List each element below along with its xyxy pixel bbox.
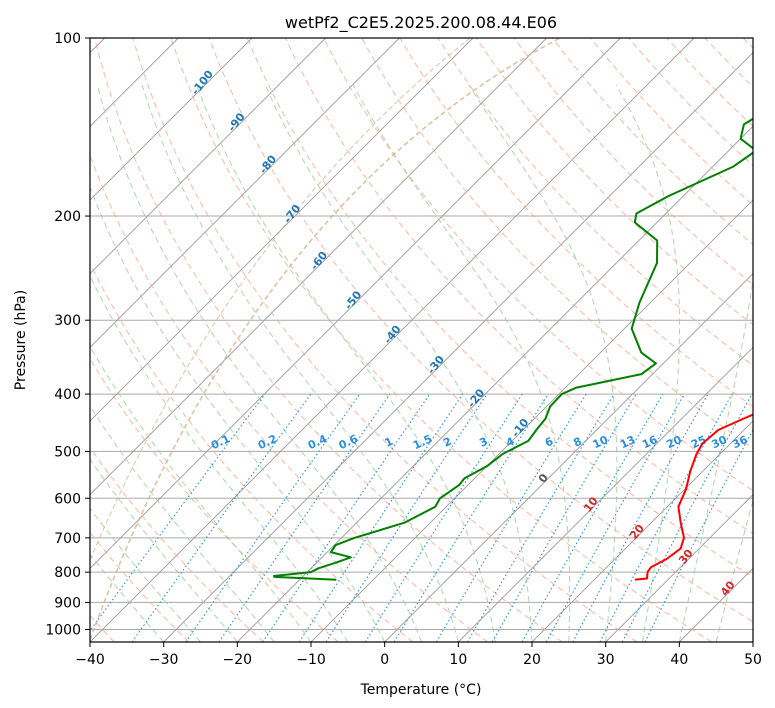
mixing-ratio-line <box>262 393 431 642</box>
x-tick-label: −40 <box>75 652 105 668</box>
isotherm-line <box>163 52 753 642</box>
y-tick-label: 200 <box>54 209 81 225</box>
dry-adiabat-line <box>208 38 753 623</box>
isotherm-line <box>90 38 253 201</box>
moist-adiabat-line <box>90 458 238 642</box>
plot-background <box>90 38 753 642</box>
y-tick-label: 400 <box>54 387 81 403</box>
moist-adiabat-line <box>752 640 753 642</box>
x-tick-label: 30 <box>597 652 615 668</box>
x-tick-label: 20 <box>523 652 541 668</box>
mixing-ratio-line <box>131 393 312 642</box>
x-tick-label: −20 <box>223 652 253 668</box>
y-tick-label: 600 <box>54 491 81 507</box>
dry-adiabat-line <box>513 38 753 286</box>
y-tick-label: 700 <box>54 531 81 547</box>
y-tick-label: 100 <box>54 31 81 47</box>
isotherm-line <box>752 641 753 642</box>
isotherm-line <box>605 494 753 642</box>
data-series <box>272 117 753 581</box>
isotherm-line <box>90 38 400 348</box>
background-arc <box>90 38 471 561</box>
x-tick-label: 0 <box>380 652 389 668</box>
dry-adiabat-line <box>90 446 264 642</box>
mixing-ratio-line <box>393 393 549 642</box>
moist-adiabat-line <box>615 84 680 642</box>
isotherm-line <box>458 346 753 642</box>
moist-adiabat-line <box>352 84 571 642</box>
y-tick-label: 800 <box>54 565 81 581</box>
moist-adiabat-line <box>264 84 533 642</box>
plot-frame <box>89 37 754 643</box>
x-tick-label: 50 <box>744 652 762 668</box>
dry-adiabat-line <box>132 38 638 642</box>
dry-adiabat-line <box>475 38 753 326</box>
dewpoint-series <box>272 117 753 581</box>
y-tick-label: 500 <box>54 444 81 460</box>
mixing-ratio-label: 30 <box>710 433 730 451</box>
isotherm-line <box>90 38 474 422</box>
y-tick-label: 900 <box>54 595 81 611</box>
isotherm-line <box>90 38 326 275</box>
dry-adiabat-line <box>170 38 712 642</box>
mixing-ratio-label: 10 <box>591 433 611 451</box>
moist-adiabat-line <box>90 185 386 642</box>
mixing-ratio-line <box>467 393 615 642</box>
x-tick-label: −30 <box>149 652 179 668</box>
isotherm-line <box>531 420 753 642</box>
dry-adiabat-line <box>90 262 414 642</box>
mixing-ratio-line <box>298 393 464 642</box>
temperature-series <box>634 301 753 581</box>
dry-adiabat-line <box>246 38 753 578</box>
y-axis: 100 200 300 400 500 600 700 800 900 1000 <box>45 31 90 638</box>
x-axis-label: Temperature (°C) <box>360 682 482 698</box>
y-tick-label: 1000 <box>45 622 81 638</box>
moist-adiabat-line <box>196 84 496 642</box>
y-axis-label: Pressure (hPa) <box>13 290 29 390</box>
mixing-ratio-line <box>545 393 685 642</box>
mixing-ratio-line <box>491 393 637 642</box>
x-tick-label: −10 <box>296 652 326 668</box>
mixing-ratio-label: 13 <box>618 433 637 451</box>
background-arc <box>90 38 561 641</box>
background-lines <box>90 38 753 642</box>
mixing-ratio-line <box>325 393 488 642</box>
mixing-ratio-label: 16 <box>640 433 660 451</box>
moist-adiabat-line <box>90 345 312 642</box>
moist-adiabat-line <box>90 405 275 642</box>
x-tick-label: 10 <box>449 652 467 668</box>
dry-adiabat-line <box>323 38 753 492</box>
moist-adiabat-line <box>678 276 753 642</box>
y-tick-label: 300 <box>54 313 81 329</box>
dry-adiabat-line <box>90 357 339 642</box>
isotherm-line <box>90 38 621 569</box>
chart-title: wetPf2_C2E5.2025.200.08.44.E06 <box>285 13 557 33</box>
mixing-ratio-label: 25 <box>689 433 708 451</box>
x-axis: −40 −30 −20 −10 0 10 20 30 40 50 <box>75 642 762 668</box>
moist-adiabat-line <box>96 84 422 642</box>
dry-adiabat-line <box>94 38 563 642</box>
mixing-ratio-line <box>644 428 753 642</box>
isotherm-line <box>90 38 547 496</box>
moist-adiabat-line <box>715 498 753 642</box>
dry-adiabat-line <box>284 38 753 535</box>
mixing-ratio-line <box>435 393 587 642</box>
mixing-ratio-line <box>364 393 523 642</box>
mixing-ratio-line <box>521 393 664 642</box>
moist-adiabat-line <box>90 274 349 642</box>
mixing-ratio-label: 20 <box>664 433 684 451</box>
moist-adiabat-line <box>141 84 459 642</box>
moist-adiabat-line <box>90 507 201 642</box>
moist-adiabat-line <box>468 84 618 642</box>
x-tick-label: 40 <box>670 652 688 668</box>
isotherm-line <box>384 273 753 642</box>
mixing-ratio-label: 36 <box>730 433 750 451</box>
